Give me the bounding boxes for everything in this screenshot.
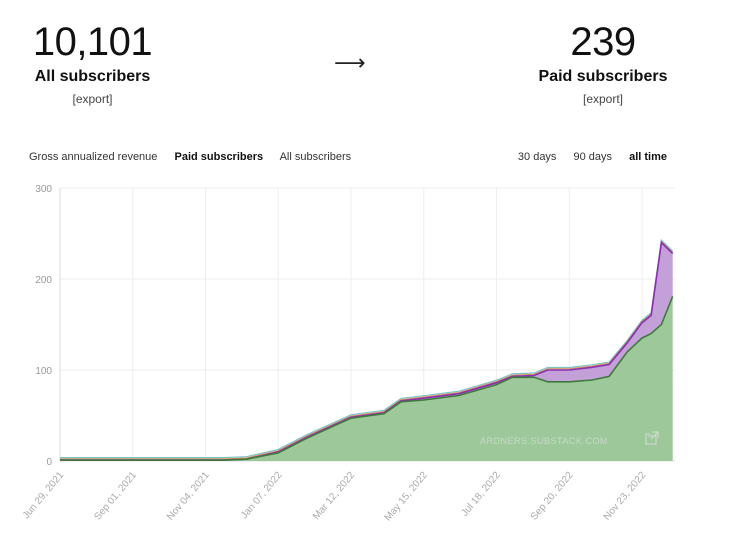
tab-90-days[interactable]: 90 days xyxy=(573,151,613,163)
range-tabs: 30 days 90 days all time xyxy=(504,151,667,163)
tab-30-days[interactable]: 30 days xyxy=(517,151,557,163)
paid-subscribers-count: 239 xyxy=(570,20,636,64)
y-tick-label: 100 xyxy=(35,366,52,377)
paid-subscribers-stat: 239 Paid subscribers [export] xyxy=(528,20,678,106)
all-subscribers-export-link[interactable]: [export] xyxy=(72,92,113,106)
all-subscribers-count: 10,101 xyxy=(32,20,153,64)
subscribers-chart: 0 100 200 300 Jun 29, 2021 Sep 01, 2021 Nov 04… xyxy=(21,184,675,524)
tab-all-time[interactable]: all time xyxy=(629,151,667,163)
metric-tabs: Gross annualized revenue Paid subscriber… xyxy=(29,151,365,163)
green-area xyxy=(60,296,673,461)
x-tick-label: Sep 01, 2021 xyxy=(92,470,139,523)
paid-subscribers-export-link[interactable]: [export] xyxy=(582,92,624,106)
x-tick-label: Jan 07, 2022 xyxy=(239,470,285,522)
green-series-line xyxy=(60,296,674,461)
x-tick-label: May 15, 2022 xyxy=(383,470,431,524)
x-tick-label: Sep 20, 2022 xyxy=(529,470,576,523)
watermark-text: ARDNERS.SUBSTACK.COM xyxy=(480,436,608,446)
external-link-icon xyxy=(645,431,659,445)
all-subscribers-label: All subscribers xyxy=(34,68,151,85)
tab-gross-annualized-revenue[interactable]: Gross annualized revenue xyxy=(29,151,158,163)
y-tick-label: 300 xyxy=(35,184,52,195)
x-tick-label: Mar 12, 2022 xyxy=(311,470,358,523)
x-tick-label: Nov 04, 2021 xyxy=(165,470,212,523)
teal-series-line xyxy=(60,238,674,459)
arrow-right-icon: ⟶ xyxy=(334,50,366,75)
y-tick-label: 200 xyxy=(35,275,52,286)
paid-subscribers-label: Paid subscribers xyxy=(538,68,668,85)
x-tick-label: Jun 29, 2021 xyxy=(21,470,67,522)
all-subscribers-stat: 10,101 All subscribers [export] xyxy=(25,20,160,106)
x-tick-label: Nov 23, 2022 xyxy=(602,470,649,523)
y-tick-label: 0 xyxy=(46,457,52,468)
x-tick-label: Jul 18, 2022 xyxy=(459,470,503,519)
tab-paid-subscribers[interactable]: Paid subscribers xyxy=(174,151,264,163)
tab-all-subscribers[interactable]: All subscribers xyxy=(279,151,352,163)
